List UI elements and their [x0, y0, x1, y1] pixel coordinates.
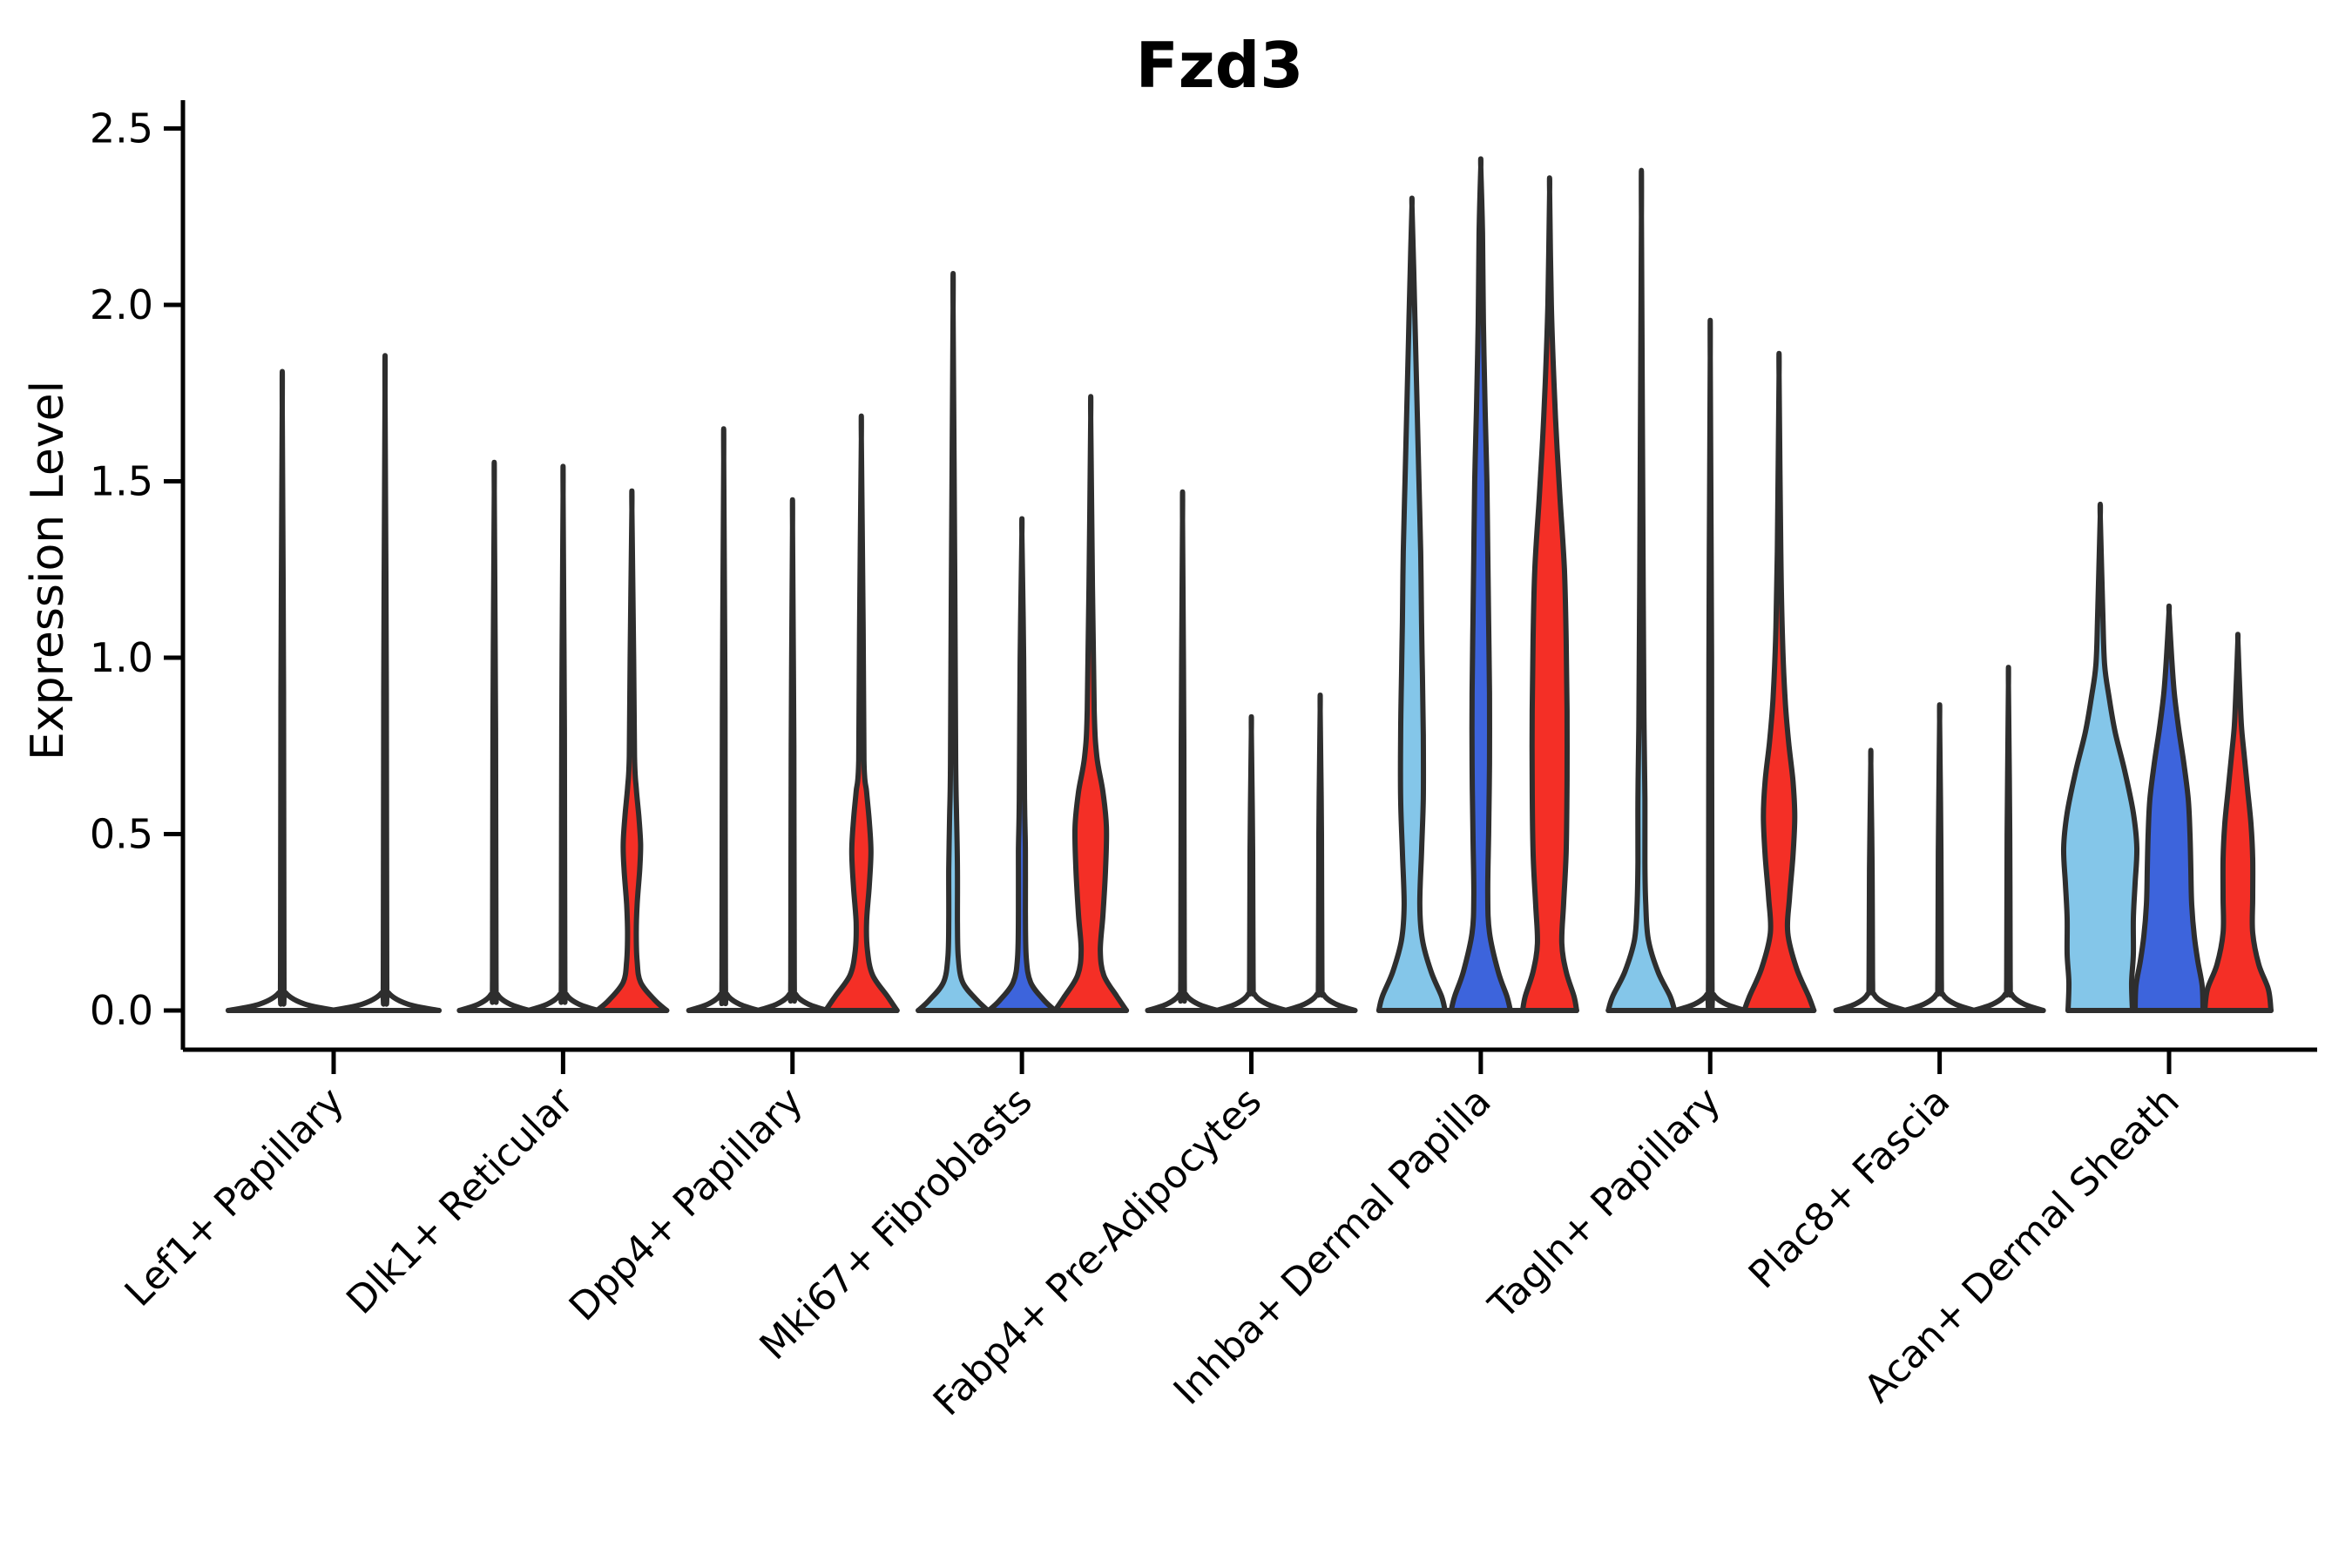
- chart-title: Fzd3: [1136, 29, 1304, 102]
- violin: [986, 516, 1058, 1013]
- y-tick-label: 0.0: [90, 987, 153, 1034]
- violin: [916, 271, 991, 1013]
- violin: [1970, 665, 2046, 1013]
- y-tick-label: 1.5: [90, 458, 153, 505]
- violin: [1519, 175, 1579, 1013]
- violin: [2132, 603, 2206, 1013]
- violin: [2060, 501, 2140, 1013]
- violin: [328, 353, 442, 1013]
- x-category-label: Plac8+ Fascia: [1740, 1079, 1959, 1298]
- x-category-label: Dlk1+ Reticular: [338, 1078, 583, 1323]
- violin: [525, 463, 601, 1013]
- violin: [1213, 713, 1289, 1013]
- violin: [1673, 318, 1748, 1013]
- y-tick-label: 2.0: [90, 281, 153, 328]
- x-category-label: Lef1+ Papillary: [117, 1079, 353, 1315]
- y-tick-label: 0.5: [90, 811, 153, 858]
- y-axis: 0.0 0.5 1.0 1.5 2.0 2.5: [90, 100, 186, 1050]
- x-category-label: Dpp4+ Papillary: [561, 1079, 812, 1330]
- violin: [1375, 195, 1448, 1013]
- violin: [1741, 351, 1817, 1013]
- violin: [686, 426, 761, 1013]
- violin: [2202, 632, 2274, 1013]
- violin: [1448, 156, 1513, 1013]
- violin-glyphs: [226, 156, 2274, 1013]
- violin: [1282, 693, 1358, 1013]
- violin: [754, 497, 830, 1013]
- violin: [1052, 394, 1130, 1013]
- violin: [594, 488, 670, 1013]
- violin: [226, 368, 339, 1013]
- y-tick-label: 1.0: [90, 634, 153, 681]
- y-tick-label: 2.5: [90, 105, 153, 152]
- violin: [1145, 489, 1220, 1013]
- violin: [1605, 167, 1678, 1013]
- violin: [456, 459, 532, 1013]
- violin: [822, 413, 900, 1013]
- x-category-label: Tagln+ Papillary: [1480, 1079, 1729, 1328]
- y-axis-label: Expression Level: [22, 381, 74, 760]
- violin: [1902, 702, 1977, 1013]
- violin: [1833, 747, 1909, 1013]
